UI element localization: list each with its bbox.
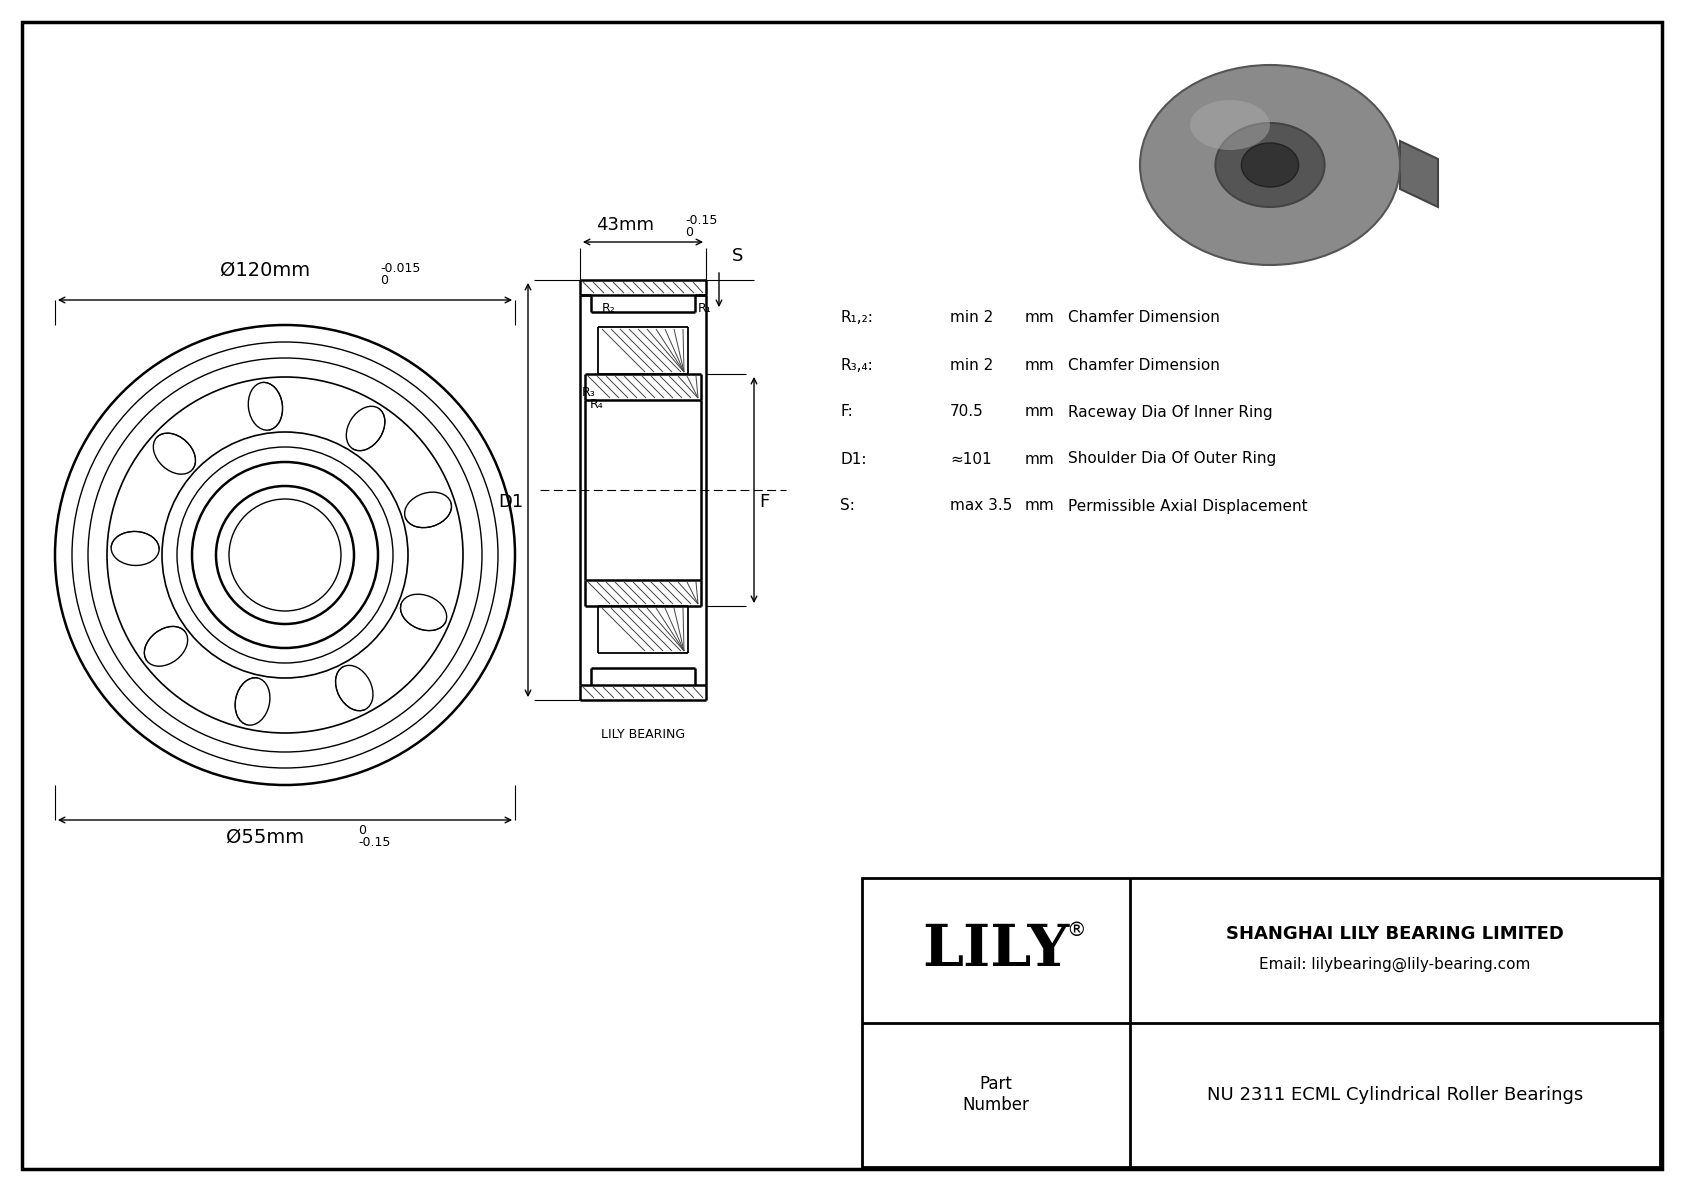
Text: ®: ®	[1066, 921, 1086, 940]
Text: min 2: min 2	[950, 311, 994, 325]
Text: mm: mm	[1026, 405, 1054, 419]
Text: 70.5: 70.5	[950, 405, 983, 419]
Text: Chamfer Dimension: Chamfer Dimension	[1068, 357, 1219, 373]
Text: LILY: LILY	[923, 922, 1069, 978]
Text: mm: mm	[1026, 311, 1054, 325]
Text: 0: 0	[381, 274, 387, 287]
Text: max 3.5: max 3.5	[950, 499, 1012, 513]
Text: R₃: R₃	[583, 386, 596, 399]
Text: Raceway Dia Of Inner Ring: Raceway Dia Of Inner Ring	[1068, 405, 1273, 419]
Text: -0.15: -0.15	[359, 836, 391, 849]
Text: Shoulder Dia Of Outer Ring: Shoulder Dia Of Outer Ring	[1068, 451, 1276, 467]
Text: Chamfer Dimension: Chamfer Dimension	[1068, 311, 1219, 325]
Bar	[862, 878, 1660, 1167]
Text: -0.15: -0.15	[685, 214, 717, 227]
Text: S: S	[733, 247, 743, 266]
Text: 0: 0	[685, 226, 694, 239]
Text: mm: mm	[1026, 451, 1054, 467]
Text: S:: S:	[840, 499, 855, 513]
Text: min 2: min 2	[950, 357, 994, 373]
Ellipse shape	[1140, 66, 1399, 266]
Text: 43mm: 43mm	[596, 216, 653, 233]
Text: R₂: R₂	[601, 303, 616, 314]
Text: Email: lilybearing@lily-bearing.com: Email: lilybearing@lily-bearing.com	[1260, 956, 1531, 972]
Text: 0: 0	[359, 824, 365, 837]
Text: R₁: R₁	[697, 303, 712, 314]
Text: D1:: D1:	[840, 451, 867, 467]
Text: R₁,₂:: R₁,₂:	[840, 311, 872, 325]
Text: LILY BEARING: LILY BEARING	[601, 728, 685, 741]
Text: Ø120mm: Ø120mm	[221, 261, 310, 280]
Text: Part
Number: Part Number	[963, 1075, 1029, 1114]
Text: Permissible Axial Displacement: Permissible Axial Displacement	[1068, 499, 1307, 513]
Ellipse shape	[1216, 123, 1325, 207]
Text: R₃,₄:: R₃,₄:	[840, 357, 872, 373]
Text: D1: D1	[498, 493, 524, 511]
Text: mm: mm	[1026, 499, 1054, 513]
Text: ≈101: ≈101	[950, 451, 992, 467]
Text: F:: F:	[840, 405, 852, 419]
Ellipse shape	[1241, 143, 1298, 187]
Text: R₄: R₄	[589, 398, 605, 411]
Text: mm: mm	[1026, 357, 1054, 373]
Ellipse shape	[1191, 100, 1270, 150]
Text: Ø55mm: Ø55mm	[226, 828, 305, 847]
Text: NU 2311 ECML Cylindrical Roller Bearings: NU 2311 ECML Cylindrical Roller Bearings	[1207, 1086, 1583, 1104]
Text: F: F	[759, 493, 770, 511]
Text: -0.015: -0.015	[381, 262, 421, 275]
Text: SHANGHAI LILY BEARING LIMITED: SHANGHAI LILY BEARING LIMITED	[1226, 925, 1564, 943]
Polygon shape	[1399, 141, 1438, 207]
